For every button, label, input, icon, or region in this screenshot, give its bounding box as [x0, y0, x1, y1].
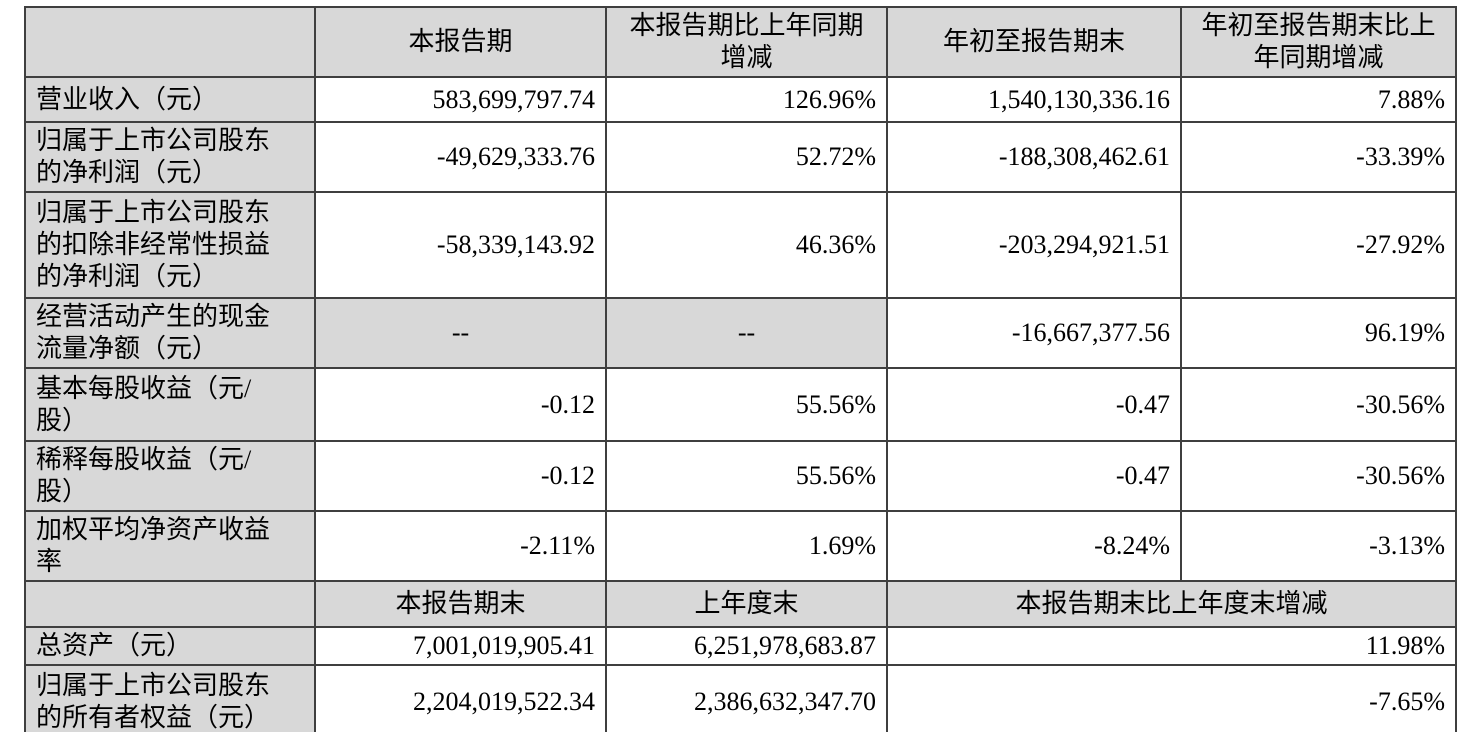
header-ytd: 年初至报告期末 — [886, 6, 1182, 78]
period-header-row: 本报告期 本报告期比上年同期 增减 年初至报告期末 年初至报告期末比上 年同期增… — [24, 6, 1457, 78]
metric-label: 归属于上市公司股东 的净利润（元） — [24, 121, 316, 193]
value-cell: -203,294,921.51 — [886, 191, 1182, 299]
value-cell: 11.98% — [886, 626, 1457, 666]
value-cell: -27.92% — [1180, 191, 1457, 299]
value-cell: 55.56% — [605, 440, 888, 512]
value-cell: 46.36% — [605, 191, 888, 299]
value-cell: -7.65% — [886, 664, 1457, 732]
header-current-period: 本报告期 — [314, 6, 607, 78]
value-cell: 7.88% — [1180, 76, 1457, 123]
header-ytd-vs-prior-yoy: 年初至报告期末比上 年同期增减 — [1180, 6, 1457, 78]
metric-label: 总资产（元） — [24, 626, 316, 666]
value-cell: 1.69% — [605, 510, 888, 582]
value-cell: -0.47 — [886, 440, 1182, 512]
financial-summary-table: 本报告期 本报告期比上年同期 增减 年初至报告期末 年初至报告期末比上 年同期增… — [24, 6, 1457, 732]
value-cell-empty: -- — [314, 297, 607, 369]
table-row-owners-equity: 归属于上市公司股东 的所有者权益（元） 2,204,019,522.34 2,3… — [24, 664, 1457, 732]
header-blank-cell — [24, 580, 316, 628]
value-cell: -30.56% — [1180, 367, 1457, 442]
value-cell: -0.47 — [886, 367, 1182, 442]
table-row-total-assets: 总资产（元） 7,001,019,905.41 6,251,978,683.87… — [24, 626, 1457, 666]
metric-label: 经营活动产生的现金 流量净额（元） — [24, 297, 316, 369]
value-cell: 55.56% — [605, 367, 888, 442]
table-row-basic-eps: 基本每股收益（元/ 股） -0.12 55.56% -0.47 -30.56% — [24, 367, 1457, 442]
header-period-vs-prior-yearend: 本报告期末比上年度末增减 — [886, 580, 1457, 628]
value-cell: -0.12 — [314, 440, 607, 512]
value-cell: 1,540,130,336.16 — [886, 76, 1182, 123]
value-cell: -58,339,143.92 — [314, 191, 607, 299]
metric-label: 营业收入（元） — [24, 76, 316, 123]
value-cell: -8.24% — [886, 510, 1182, 582]
header-end-of-prior-year: 上年度末 — [605, 580, 888, 628]
value-cell: -30.56% — [1180, 440, 1457, 512]
value-cell: -33.39% — [1180, 121, 1457, 193]
table-row-net-profit-excl-nonrecurring: 归属于上市公司股东 的扣除非经常性损益 的净利润（元） -58,339,143.… — [24, 191, 1457, 299]
value-cell: -0.12 — [314, 367, 607, 442]
position-header-row: 本报告期末 上年度末 本报告期末比上年度末增减 — [24, 580, 1457, 628]
header-current-vs-prior-yoy: 本报告期比上年同期 增减 — [605, 6, 888, 78]
header-blank-cell — [24, 6, 316, 78]
value-cell: 7,001,019,905.41 — [314, 626, 607, 666]
value-cell: -2.11% — [314, 510, 607, 582]
value-cell: 2,386,632,347.70 — [605, 664, 888, 732]
metric-label: 归属于上市公司股东 的所有者权益（元） — [24, 664, 316, 732]
value-cell: -49,629,333.76 — [314, 121, 607, 193]
value-cell: -16,667,377.56 — [886, 297, 1182, 369]
table-row-revenue: 营业收入（元） 583,699,797.74 126.96% 1,540,130… — [24, 76, 1457, 123]
metric-label: 稀释每股收益（元/ 股） — [24, 440, 316, 512]
metric-label: 基本每股收益（元/ 股） — [24, 367, 316, 442]
value-cell: 583,699,797.74 — [314, 76, 607, 123]
metric-label: 加权平均净资产收益 率 — [24, 510, 316, 582]
value-cell: 126.96% — [605, 76, 888, 123]
table-row-weighted-avg-roe: 加权平均净资产收益 率 -2.11% 1.69% -8.24% -3.13% — [24, 510, 1457, 582]
table-row-operating-cash-flow: 经营活动产生的现金 流量净额（元） -- -- -16,667,377.56 9… — [24, 297, 1457, 369]
table-row-net-profit: 归属于上市公司股东 的净利润（元） -49,629,333.76 52.72% … — [24, 121, 1457, 193]
value-cell: -188,308,462.61 — [886, 121, 1182, 193]
table-row-diluted-eps: 稀释每股收益（元/ 股） -0.12 55.56% -0.47 -30.56% — [24, 440, 1457, 512]
value-cell: 52.72% — [605, 121, 888, 193]
value-cell: 2,204,019,522.34 — [314, 664, 607, 732]
metric-label: 归属于上市公司股东 的扣除非经常性损益 的净利润（元） — [24, 191, 316, 299]
header-end-of-period: 本报告期末 — [314, 580, 607, 628]
value-cell: 96.19% — [1180, 297, 1457, 369]
value-cell-empty: -- — [605, 297, 888, 369]
value-cell: 6,251,978,683.87 — [605, 626, 888, 666]
value-cell: -3.13% — [1180, 510, 1457, 582]
